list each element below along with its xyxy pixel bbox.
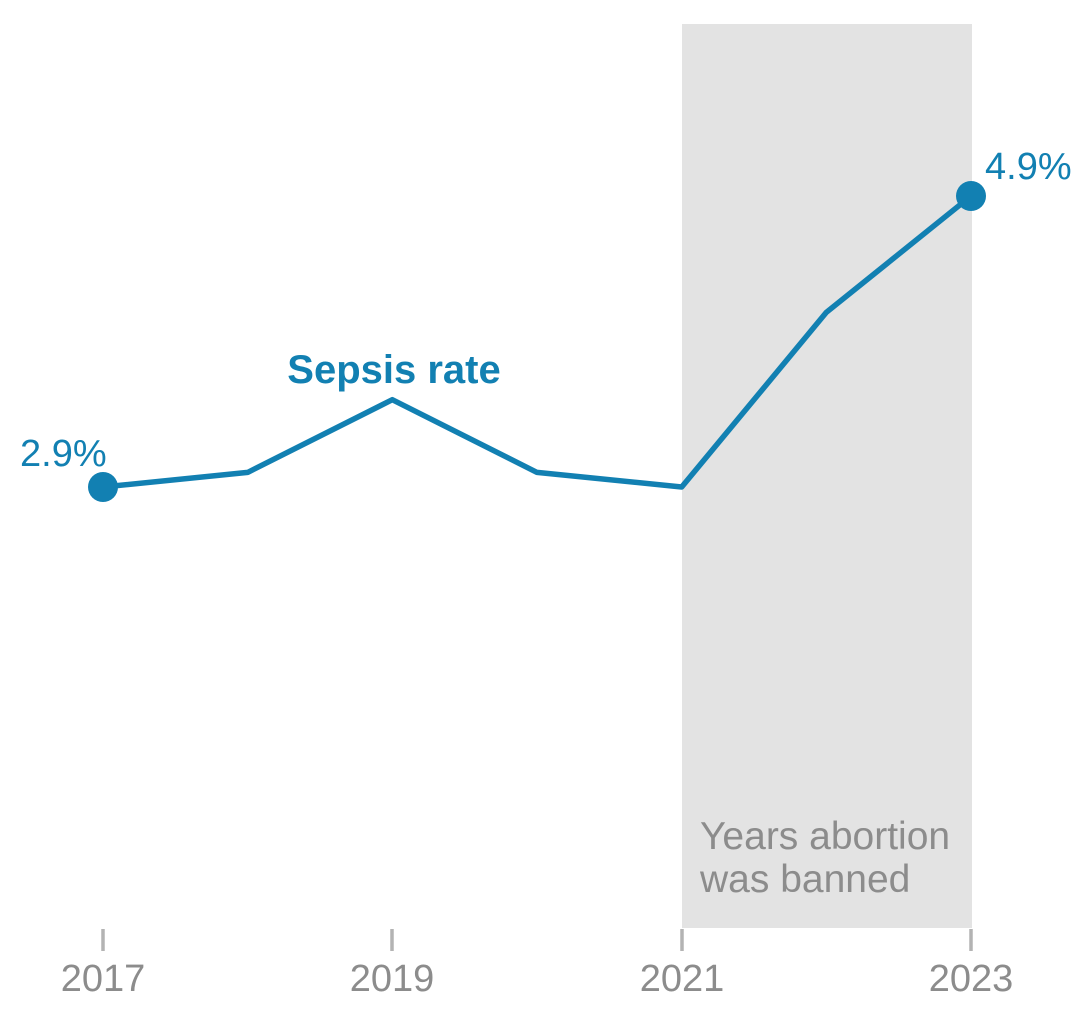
axis-label-2019: 2019 bbox=[350, 958, 435, 1000]
series-label: Sepsis rate bbox=[287, 348, 500, 392]
end-point-marker bbox=[956, 181, 987, 211]
end-value-label: 4.9% bbox=[985, 146, 1072, 188]
axis-label-2017: 2017 bbox=[61, 958, 146, 1000]
band-annotation-line1: Years abortion bbox=[700, 815, 950, 858]
banned-years-band bbox=[682, 24, 972, 928]
band-annotation-line2: was banned bbox=[699, 858, 910, 901]
axis-label-2023: 2023 bbox=[929, 958, 1014, 1000]
start-point-marker bbox=[88, 472, 118, 502]
sepsis-line bbox=[102, 193, 973, 490]
start-value-label: 2.9% bbox=[20, 433, 107, 475]
axis-label-2021: 2021 bbox=[640, 958, 725, 1000]
